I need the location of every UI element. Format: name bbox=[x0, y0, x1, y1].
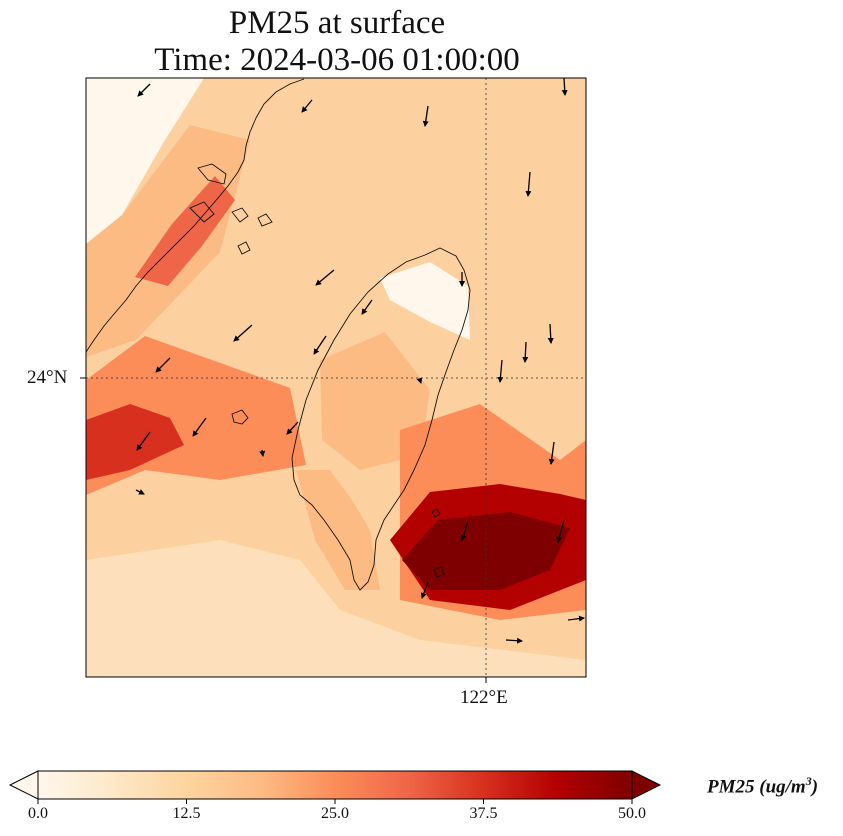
wind-vector bbox=[460, 521, 469, 541]
colorbar-tick-label: 37.5 bbox=[469, 805, 498, 822]
pm25-northwest-core bbox=[135, 176, 235, 286]
map-subtitle-time: Time: 2024-03-06 01:00:00 bbox=[154, 42, 520, 78]
wind-vector-layer bbox=[135, 78, 585, 644]
china-islands bbox=[231, 207, 273, 255]
wind-vector bbox=[497, 359, 504, 383]
colorbar-gradient bbox=[37, 770, 633, 800]
colorbar-label-prefix: PM25 (ug/m bbox=[707, 776, 806, 798]
green-island bbox=[431, 508, 441, 518]
pm25-clean-northwest-plume bbox=[86, 78, 204, 244]
colorbar-tick-label: 50.0 bbox=[618, 805, 646, 822]
china-inlet-2 bbox=[189, 201, 215, 223]
wind-vector bbox=[416, 377, 423, 384]
china-inlet-1 bbox=[197, 163, 227, 185]
wind-vector bbox=[313, 335, 327, 355]
map-title: PM25 at surface bbox=[228, 5, 446, 41]
colorbar-extend-min bbox=[8, 770, 39, 800]
wind-vector bbox=[192, 417, 207, 437]
pm25-southwest-taiwan-band bbox=[296, 470, 380, 590]
colorbar-label: PM25 (ug/m3) bbox=[707, 774, 818, 798]
wind-vector bbox=[567, 615, 585, 622]
wind-vector bbox=[505, 637, 523, 644]
wind-vector bbox=[259, 449, 266, 457]
wind-vector bbox=[137, 83, 151, 97]
wind-vector bbox=[556, 519, 565, 543]
pm25-south-ocean-fade bbox=[86, 540, 586, 677]
coastline-layer bbox=[86, 78, 471, 591]
wind-vector bbox=[286, 421, 299, 435]
colorbar-tick-label: 0.0 bbox=[28, 805, 48, 822]
wind-vector bbox=[548, 441, 555, 465]
colorbar-tick-marks bbox=[37, 799, 633, 804]
orchid-island bbox=[433, 566, 445, 578]
longitude-label: 122°E bbox=[460, 687, 508, 708]
wind-vector bbox=[522, 341, 529, 363]
colorbar-extend-max bbox=[631, 770, 662, 800]
pm25-west-strait-core bbox=[86, 404, 184, 480]
wind-vector bbox=[301, 99, 313, 113]
latitude-label: 24°N bbox=[27, 367, 68, 388]
wind-vector bbox=[155, 357, 171, 373]
colorbar-label-suffix: ) bbox=[811, 776, 819, 798]
pm25-north-taiwan-clean bbox=[380, 262, 470, 340]
colorbar bbox=[8, 770, 662, 804]
wind-vector bbox=[525, 171, 532, 197]
colorbar-label-exponent: 3 bbox=[805, 774, 812, 788]
colorbar-tick-label: 12.5 bbox=[172, 805, 201, 822]
wind-vector bbox=[420, 581, 429, 599]
map-area bbox=[80, 77, 587, 683]
wind-vector bbox=[136, 431, 151, 451]
wind-vector bbox=[561, 78, 568, 96]
gridline-layer bbox=[86, 78, 586, 677]
pm25-southeast-peak bbox=[402, 512, 570, 590]
taiwan-coastline bbox=[291, 247, 471, 591]
wind-vector bbox=[315, 269, 335, 286]
colorbar-tick-label: 25.0 bbox=[321, 805, 349, 822]
wind-vector bbox=[135, 489, 145, 495]
china-coastline bbox=[86, 78, 305, 353]
wind-vector bbox=[361, 299, 373, 315]
penghu-islands bbox=[231, 409, 249, 425]
wind-vector bbox=[547, 323, 554, 344]
wind-vector bbox=[422, 105, 429, 127]
wind-vector bbox=[233, 324, 253, 342]
